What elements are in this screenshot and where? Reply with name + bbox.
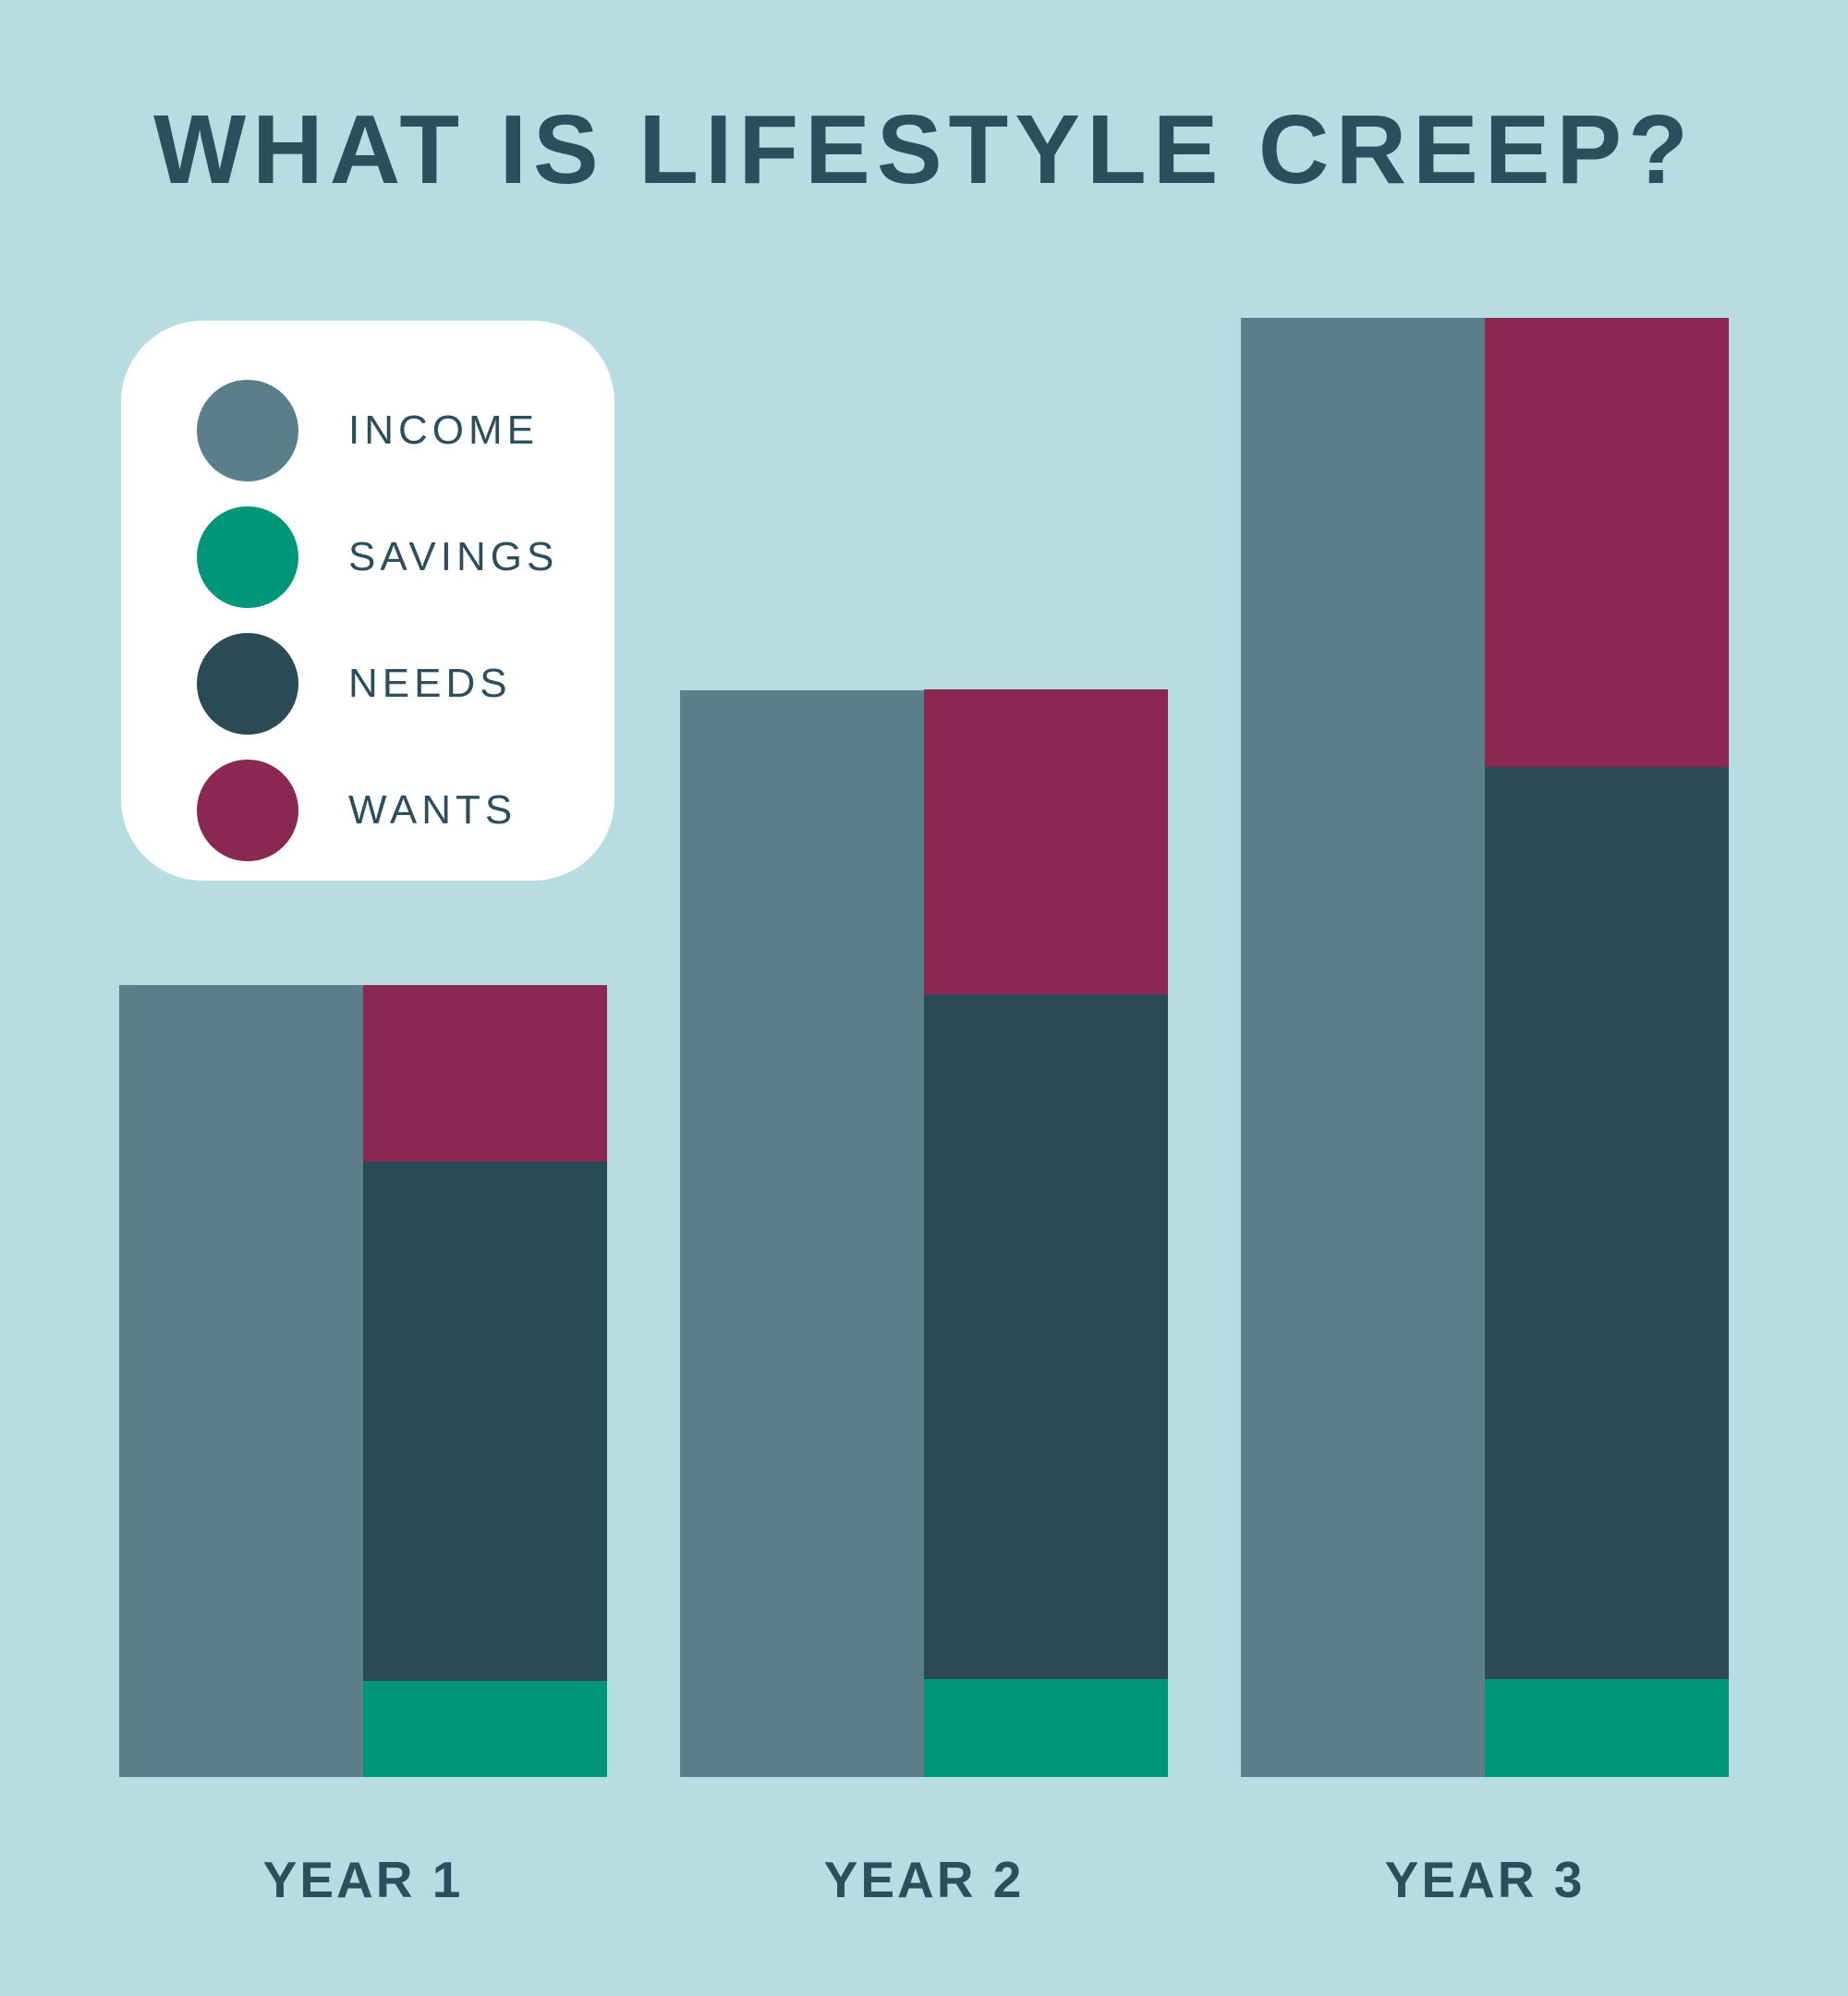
savings-segment-year2 [924,1679,1168,1777]
savings-segment-year3 [1485,1679,1729,1777]
needs-swatch-circle [197,633,298,735]
wants-segment-year1 [363,985,607,1162]
legend-item-savings: SAVINGS [121,506,614,608]
needs-segment-year3 [1485,767,1729,1679]
legend-item-needs: NEEDS [121,633,614,735]
x-axis-label-year2: YEAR 2 [823,1851,1025,1908]
legend-label-savings: SAVINGS [348,534,559,579]
income-bar-year3 [1241,318,1485,1777]
income-bar-year1 [119,985,363,1777]
needs-segment-year1 [363,1162,607,1681]
spending-stack-year1 [363,985,607,1777]
savings-swatch-circle [197,506,298,608]
legend-label-income: INCOME [348,408,539,453]
legend-card: INCOME SAVINGS NEEDS WANTS [121,321,614,881]
x-axis-label-year1: YEAR 1 [262,1851,464,1908]
wants-segment-year3 [1485,318,1729,767]
legend-label-wants: WANTS [348,787,517,833]
legend-item-wants: WANTS [121,760,614,861]
x-axis-label-year3: YEAR 3 [1384,1851,1586,1908]
legend-item-income: INCOME [121,380,614,481]
spending-stack-year2 [924,689,1168,1777]
spending-stack-year3 [1485,318,1729,1777]
income-bar-year2 [680,690,924,1777]
wants-segment-year2 [924,689,1168,994]
legend-label-needs: NEEDS [348,661,512,706]
page-title: WHAT IS LIFESTYLE CREEP? [153,95,1695,204]
savings-segment-year1 [363,1681,607,1777]
income-swatch-circle [197,380,298,481]
wants-swatch-circle [197,760,298,861]
needs-segment-year2 [924,994,1168,1679]
